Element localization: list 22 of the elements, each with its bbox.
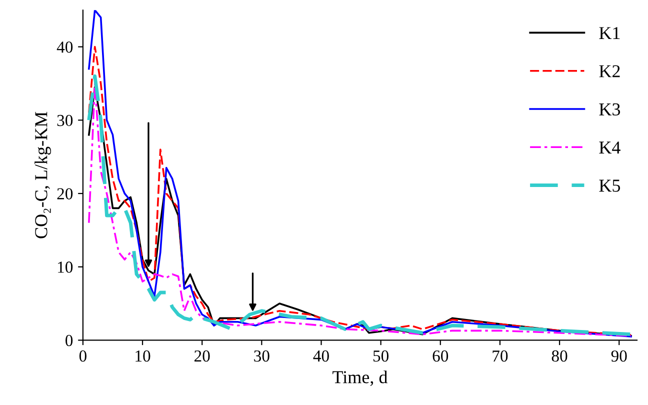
legend-label: K1: [599, 27, 620, 40]
y-tick-label: 20: [57, 188, 73, 200]
x-tick-label: 70: [492, 350, 508, 362]
y-axis-title: CO₂-C, L/kg-KM: [34, 112, 51, 238]
x-tick-label: 50: [373, 350, 389, 362]
y-tick-label: 30: [57, 114, 73, 126]
x-tick-label: 40: [313, 350, 329, 362]
x-tick-label: 80: [552, 350, 568, 362]
x-axis-title: Time, d: [332, 370, 388, 386]
x-tick-label: 10: [136, 350, 150, 362]
y-tick-label: 10: [58, 262, 73, 273]
x-tick-label: 0: [79, 350, 86, 362]
legend-label: K2: [599, 65, 620, 78]
x-tick-label: 20: [194, 350, 210, 362]
legend-label: K4: [599, 142, 620, 154]
x-tick-label: 30: [254, 350, 270, 362]
legend-label: K3: [599, 103, 620, 116]
y-tick-label: 40: [56, 42, 73, 53]
x-tick-label: 60: [432, 350, 448, 362]
legend-label: K5: [599, 180, 620, 192]
y-tick-label: 0: [66, 334, 73, 346]
x-tick-label: 90: [611, 350, 627, 362]
